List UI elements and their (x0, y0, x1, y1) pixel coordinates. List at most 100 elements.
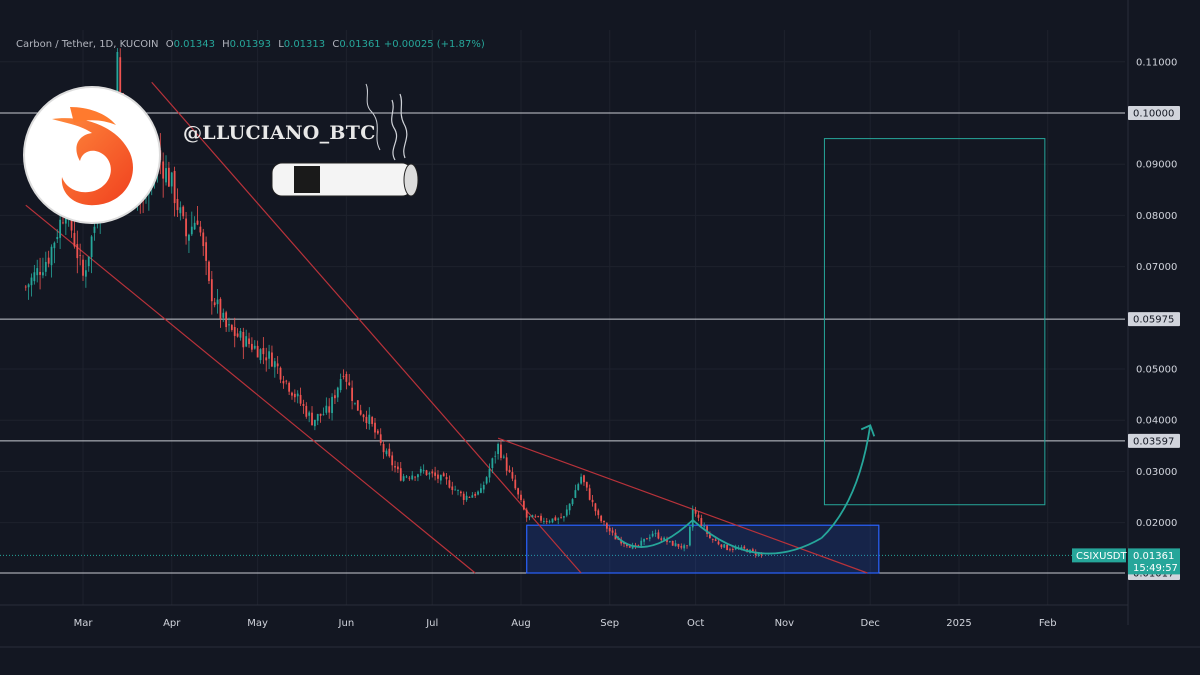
candle-body (190, 226, 193, 235)
cigar-body (271, 162, 413, 197)
candle-body (36, 268, 39, 276)
candle-body (531, 515, 534, 518)
candle-body (717, 541, 720, 545)
candle (591, 495, 594, 507)
candle-body (674, 543, 677, 547)
candle-body (265, 357, 268, 361)
candle-body (454, 489, 457, 491)
candle (651, 530, 654, 538)
candle-body (711, 539, 714, 540)
candle (494, 451, 497, 464)
candle (457, 489, 459, 496)
candle-body (574, 490, 577, 498)
candle-body (565, 509, 568, 516)
price-tick-label: 0.05000 (1136, 365, 1177, 376)
candle-body (508, 469, 511, 473)
candle-body (688, 526, 691, 546)
candle-body (514, 479, 517, 489)
level-label: 0.05975 (1133, 315, 1174, 326)
candle (405, 475, 408, 479)
candle-body (165, 168, 167, 183)
candle-body (27, 284, 30, 288)
candle-body (233, 327, 236, 336)
candle (245, 329, 248, 348)
candle-body (399, 468, 402, 481)
candle-body (668, 541, 671, 542)
candle (720, 544, 723, 549)
candle (663, 536, 666, 541)
candle (594, 502, 597, 516)
candle-body (322, 414, 325, 416)
price-tick-label: 0.02000 (1136, 518, 1177, 529)
candle (462, 491, 465, 505)
candle-body (637, 545, 640, 547)
candle (545, 518, 548, 525)
ticker-label: CSIXUSDT (1076, 551, 1127, 562)
candle-body (119, 57, 122, 92)
candle (342, 369, 345, 380)
candle-body (316, 414, 319, 421)
candle-body (311, 412, 313, 426)
candle (402, 473, 405, 482)
candle (680, 543, 683, 550)
candle-body (751, 549, 754, 552)
candle-body (397, 466, 399, 470)
candle-body (24, 286, 27, 288)
candle-body (167, 167, 170, 187)
candle (522, 498, 525, 511)
candle (53, 241, 56, 264)
candle-body (356, 400, 359, 411)
channel-upper-line (151, 81, 582, 574)
carbon-logo-icon (22, 85, 162, 225)
countdown-label: 15:49:57 (1133, 563, 1178, 574)
candle-body (626, 544, 628, 546)
candle (202, 228, 205, 256)
candle-body (173, 170, 176, 204)
candle-body (417, 474, 419, 478)
candle (548, 519, 551, 524)
candle-body (431, 471, 434, 474)
last-price-box (1128, 548, 1180, 575)
candle (611, 527, 614, 536)
candle-body (253, 345, 256, 349)
candle-body (760, 554, 763, 556)
candle-body (628, 546, 631, 548)
candle (90, 235, 93, 274)
candle (30, 273, 33, 297)
open-label: O (165, 39, 174, 50)
candle-body (402, 476, 405, 481)
candle (388, 443, 391, 458)
candle (262, 337, 265, 365)
candle (196, 205, 199, 226)
candle-body (282, 381, 285, 384)
candle (282, 375, 285, 389)
candle (233, 317, 236, 348)
candle (568, 503, 571, 515)
candle-body (273, 361, 276, 368)
candle-body (640, 540, 643, 546)
candle-body (729, 549, 731, 551)
open-value: 0.01343 (173, 39, 215, 50)
candle (474, 491, 477, 499)
candle (236, 328, 239, 338)
time-tick-label: 2025 (946, 618, 971, 629)
candle-body (643, 538, 645, 542)
candle-body (239, 330, 242, 338)
time-tick-label: Jun (338, 618, 355, 629)
candle-body (53, 242, 56, 249)
candle (603, 520, 605, 526)
candle (437, 470, 439, 484)
candle-body (605, 523, 608, 529)
candle-body (388, 448, 391, 457)
candle-body (285, 380, 288, 382)
candle (167, 161, 170, 187)
candle-body (216, 299, 219, 305)
candle-body (468, 496, 471, 498)
candle-body (548, 521, 551, 523)
candle (251, 337, 253, 353)
candle (228, 317, 230, 332)
candle-body (557, 518, 560, 520)
candle-body (408, 477, 411, 479)
candle-body (654, 532, 657, 534)
